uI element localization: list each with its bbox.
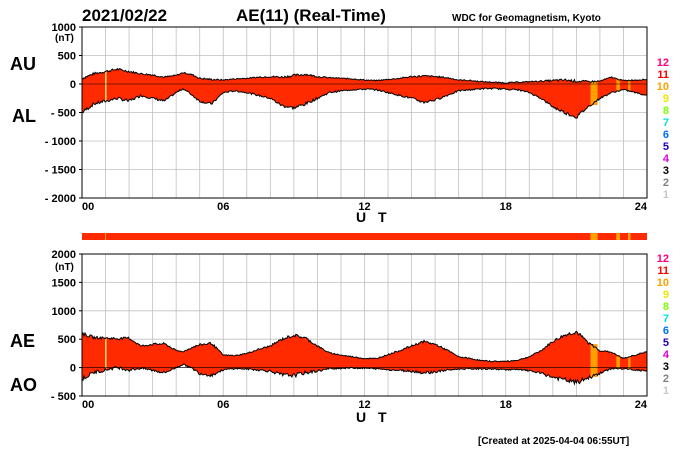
au-label: AU: [10, 54, 36, 74]
ae-ao-highlight-span-2: [616, 354, 620, 369]
legend-station-count-2: 2: [663, 177, 669, 189]
ae-ao-series-ae: [81, 330, 648, 363]
au-al-y-tick-label: - 1500: [45, 165, 76, 177]
ae-ao-y-tick-label: 500: [58, 334, 76, 346]
au-al-x-axis-title: U T: [356, 209, 391, 225]
legend-station-count-1: 1: [663, 189, 669, 201]
legend-station-count-9: 9: [663, 93, 669, 105]
au-al-panel: 1000 500 0 - 500 - 1000 - 1500 - 2000 00 06 12 18…: [45, 22, 648, 225]
legend-station-count-6: 6: [663, 129, 669, 141]
ae-ao-x-axis-title: U T: [356, 409, 391, 425]
ae-ao-y-tick-label: 1000: [52, 306, 76, 318]
ae-ao-panel: 2000 1500 1000 500 0 - 500 00 06 12 18 24 (nT) U …: [51, 249, 648, 425]
activity-bar-segment-2: [106, 233, 591, 240]
au-al-x-axis: 00 06 12 18 24: [82, 201, 648, 213]
ae-ao-frame: [81, 253, 648, 397]
ae-ao-highlight-span-3: [628, 356, 631, 370]
au-al-y-axis: 1000 500 0 - 500 - 1000 - 1500 - 2000: [45, 22, 82, 205]
legend-station-count-2: 2: [663, 373, 669, 385]
au-al-x-tick-label: 18: [500, 201, 512, 213]
legend-station-count-11: 11: [657, 265, 669, 277]
au-al-unit-label: (nT): [55, 33, 74, 44]
activity-bar-segment-0: [82, 233, 106, 240]
legend-station-count-1: 1: [663, 385, 669, 397]
legend-station-count-5: 5: [663, 141, 669, 153]
au-al-highlight-span-0: [105, 71, 107, 102]
ae-ao-x-tick-label: 24: [635, 399, 648, 411]
au-al-x-tick-label: 24: [635, 201, 648, 213]
activity-bar-segment-3: [590, 233, 598, 240]
ae-ao-unit-label: (nT): [55, 262, 74, 273]
ae-ao-y-tick-label: 2000: [52, 249, 76, 261]
legend-station-count-4: 4: [663, 349, 670, 361]
au-al-highlight-span-1: [590, 81, 598, 106]
au-al-y-tick-label: 500: [58, 51, 76, 63]
created-timestamp: [Created at 2025-04-04 06:55UT]: [478, 436, 629, 447]
ae-ao-highlight-span-0: [105, 338, 107, 370]
legend-station-count-10: 10: [657, 277, 669, 289]
legend-station-count-7: 7: [663, 117, 669, 129]
legend-station-count-7: 7: [663, 313, 669, 325]
au-al-highlight-span-2: [616, 78, 620, 92]
au-al-highlight-span-3: [628, 80, 631, 92]
station-activity-bar: [82, 233, 647, 240]
ae-ao-y-tick-label: - 500: [51, 391, 76, 403]
ae-ao-y-tick-label: 1500: [52, 277, 76, 289]
legend-station-count-6: 6: [663, 325, 669, 337]
legend-station-count-3: 3: [663, 165, 669, 177]
activity-bar-segment-6: [619, 233, 629, 240]
activity-bar-segment-8: [630, 233, 647, 240]
legend-station-count-12: 12: [657, 253, 669, 265]
ae-ao-x-tick-label: 00: [82, 399, 94, 411]
ae-label: AE: [10, 331, 35, 351]
figure-title: AE(11) (Real-Time): [236, 6, 386, 25]
activity-bar-segment-1: [105, 233, 107, 240]
ae-ao-x-tick-label: 18: [500, 399, 512, 411]
ae-ao-x-tick-label: 06: [217, 399, 229, 411]
ae-ao-x-tick-label: 12: [358, 399, 370, 411]
ae-ao-highlight-span-1: [590, 344, 598, 377]
legend-station-count-11: 11: [657, 69, 669, 81]
au-al-y-tick-label: 1000: [52, 22, 76, 34]
au-al-grid: [82, 27, 647, 198]
legend-station-count-5: 5: [663, 337, 669, 349]
activity-bar-segment-4: [597, 233, 617, 240]
ae-ao-plot: [81, 330, 648, 386]
ae-ao-area-fill: [82, 331, 647, 384]
date-label: 2021/02/22: [82, 6, 167, 25]
au-al-series-au: [81, 67, 648, 84]
ae-ao-y-axis: 2000 1500 1000 500 0 - 500: [51, 249, 82, 403]
ae-ao-y-tick-label: 0: [70, 363, 76, 375]
legend-station-count-3: 3: [663, 361, 669, 373]
activity-bar-segment-7: [628, 233, 631, 240]
au-al-y-tick-label: 0: [70, 79, 76, 91]
legend-station-count-10: 10: [657, 81, 669, 93]
ao-label: AO: [10, 375, 37, 395]
au-al-series-al: [81, 87, 648, 119]
au-al-y-tick-label: - 2000: [45, 193, 76, 205]
au-al-x-tick-label: 12: [358, 201, 370, 213]
au-al-x-tick-label: 06: [217, 201, 229, 213]
legend-station-count-4: 4: [663, 153, 670, 165]
legend-station-count-8: 8: [663, 301, 669, 313]
legend-station-count-8: 8: [663, 105, 669, 117]
institution-label: WDC for Geomagnetism, Kyoto: [452, 13, 601, 24]
legend-station-count-9: 9: [663, 289, 669, 301]
au-al-y-tick-label: - 1000: [45, 136, 76, 148]
au-al-x-tick-label: 00: [82, 201, 94, 213]
au-al-plot: [81, 67, 648, 119]
al-label: AL: [12, 106, 36, 126]
au-al-y-tick-label: - 500: [51, 108, 76, 120]
ae-ao-x-axis: 00 06 12 18 24: [82, 399, 648, 411]
legend-station-count-12: 12: [657, 57, 669, 69]
au-al-area-fill: [82, 68, 647, 119]
activity-bar-segment-5: [616, 233, 620, 240]
